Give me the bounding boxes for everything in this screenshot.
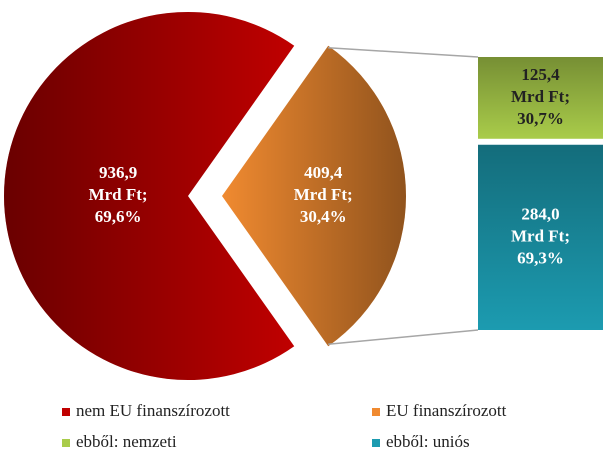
data-label: 125,4 (521, 65, 560, 84)
data-label: Mrd Ft; (511, 87, 570, 106)
bar-shade (478, 144, 603, 330)
connector (328, 329, 479, 345)
legend-swatch (62, 439, 70, 447)
data-label: 69,6% (95, 207, 142, 226)
data-label: Mrd Ft; (294, 185, 353, 204)
data-label: Mrd Ft; (89, 185, 148, 204)
data-label: 409,4 (304, 163, 343, 182)
legend-label: nem EU finanszírozott (76, 401, 230, 420)
data-label: 30,4% (300, 207, 347, 226)
data-label: 30,7% (517, 109, 564, 128)
legend-label: ebből: nemzeti (76, 432, 177, 451)
data-label: 936,9 (99, 163, 137, 182)
slice-shade (222, 45, 407, 347)
data-label: Mrd Ft; (511, 226, 570, 245)
legend-swatch (62, 408, 70, 416)
data-label: 69,3% (517, 248, 564, 267)
legend-swatch (372, 439, 380, 447)
legend-label: EU finanszírozott (386, 401, 507, 420)
data-label: 284,0 (521, 204, 559, 223)
slice-shade (4, 12, 295, 380)
bar-shade (478, 57, 603, 139)
connector (328, 47, 479, 58)
legend-label: ebből: uniós (386, 432, 470, 451)
legend-swatch (372, 408, 380, 416)
